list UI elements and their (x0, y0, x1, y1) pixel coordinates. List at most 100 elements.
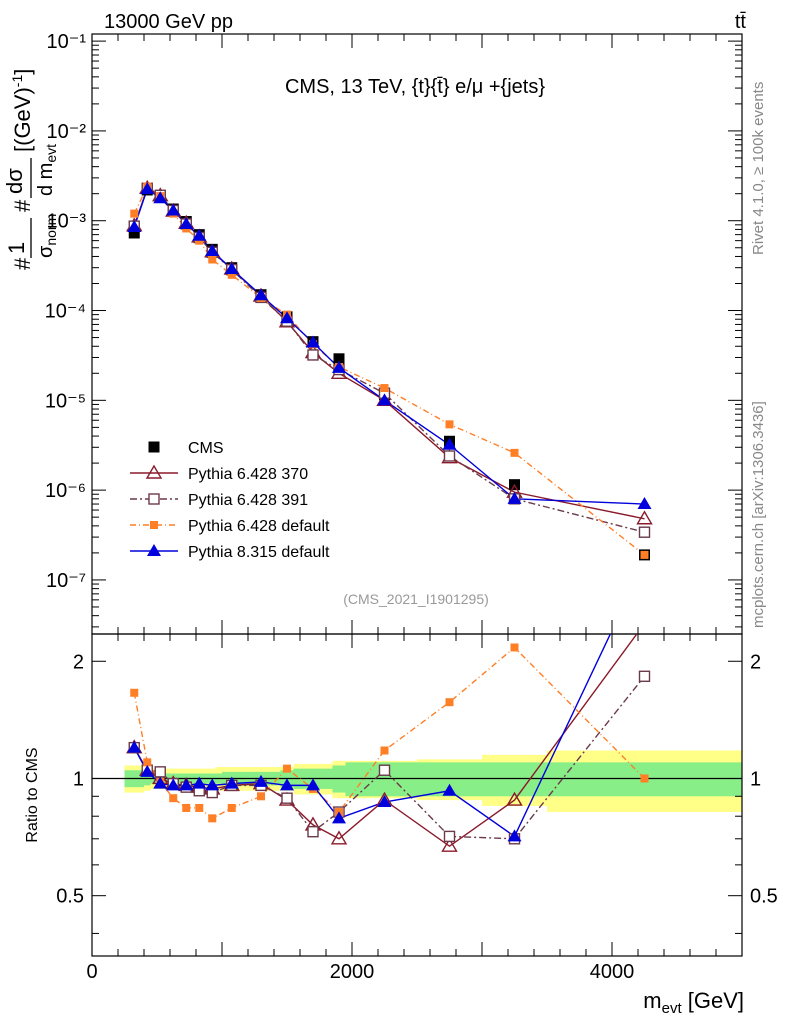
data-point-py6_391 (638, 526, 651, 538)
ratio-point-py6_391 (281, 792, 293, 804)
data-point-py8 (442, 437, 457, 450)
data-point-py8 (140, 182, 155, 195)
x-tick-label: 2000 (330, 961, 375, 983)
ratio-point-py6_default (143, 758, 152, 767)
ratio-y-tick-label: 1 (73, 768, 84, 790)
x-tick-label: 4000 (590, 961, 635, 983)
svg-text:dσ: dσ (2, 168, 27, 194)
data-point-cms (128, 227, 140, 239)
ratio-point-py6_default (227, 803, 236, 812)
data-point-py6_default (208, 255, 217, 264)
ratio-point-py6_default (195, 803, 204, 812)
data-point-py8 (166, 203, 181, 216)
ratio-point-py8 (442, 783, 457, 796)
main-y-tick-label: 10⁻⁵ (45, 390, 86, 412)
main-y-axis-title: # 1 σnorm # dσ d mevt [(GeV)-1] (2, 69, 59, 270)
svg-text:#: # (10, 257, 35, 270)
x-tick-label: 0 (86, 961, 97, 983)
ratio-point-py6_391 (378, 764, 391, 776)
ratio-y-tick-label: 2 (73, 651, 84, 673)
data-point-py8 (205, 244, 220, 257)
ratio-point-py6_391 (443, 830, 456, 843)
data-point-py6_default (510, 448, 519, 457)
ratio-point-py6_default (445, 698, 454, 707)
ratio-point-py6_391 (307, 825, 319, 838)
data-point-py8 (127, 220, 142, 233)
main-y-tick-label: 10⁻⁷ (46, 570, 86, 592)
ratio-point-py6_default (380, 746, 389, 755)
data-point-py8 (637, 497, 652, 510)
header-left-label: 13000 GeV pp (104, 11, 233, 33)
legend-marker-py8 (147, 544, 161, 556)
ratio-line-py6_391 (133, 675, 646, 840)
ratio-point-py8 (153, 776, 168, 789)
mcplots-label: mcplots.cern.ch [arXiv:1306.3436] (750, 401, 767, 628)
data-point-cms (333, 353, 345, 365)
ratio-line-py8 (133, 634, 612, 838)
data-point-py6_default (445, 420, 454, 429)
ratio-point-py6_391 (154, 766, 166, 778)
legend-marker-py6_370 (145, 464, 163, 479)
data-point-py6_370 (636, 510, 653, 525)
data-point-py6_default (130, 209, 139, 218)
legend-label: Pythia 6.428 391 (188, 492, 308, 509)
analysis-id: (CMS_2021_I1901295) (343, 591, 489, 607)
legend-marker-cms (148, 441, 160, 453)
ratio-y-axis-title: Ratio to CMS (24, 747, 41, 842)
svg-text:d mevt: d mevt (35, 144, 59, 196)
legend-marker-py6_default (150, 521, 158, 529)
ratio-point-py6_default (182, 803, 191, 812)
ratio-point-py6_default (208, 814, 217, 823)
data-point-py8 (332, 360, 346, 373)
data-point-py8 (179, 216, 194, 229)
data-point-py6_391 (307, 349, 319, 361)
ratio-point-py8 (332, 811, 346, 824)
ratio-point-py6_default (510, 643, 519, 652)
legend-label: Pythia 8.315 default (188, 544, 330, 561)
data-point-py6_default (640, 550, 649, 559)
ratio-point-py6_370 (506, 791, 523, 806)
data-point-py8 (224, 261, 239, 274)
ratio-y-tick-label-right: 0.5 (750, 886, 778, 908)
legend-label: CMS (188, 440, 224, 457)
ratio-point-py6_370 (330, 830, 348, 845)
legend-label: Pythia 6.428 370 (188, 466, 308, 483)
ratio-point-py8 (306, 778, 320, 791)
data-point-py8 (254, 288, 268, 301)
ratio-point-py6_default (169, 794, 178, 803)
ratio-point-py8 (224, 776, 239, 789)
main-y-tick-label: 10⁻³ (47, 211, 87, 233)
ratio-point-py6_default (640, 774, 649, 783)
data-point-py8 (507, 491, 522, 504)
ratio-point-py8 (280, 778, 294, 791)
ratio-band-stat (482, 762, 547, 797)
legend-marker-py6_391 (148, 493, 160, 505)
ratio-point-py8 (192, 776, 207, 789)
ratio-point-py6_default (257, 792, 265, 801)
ratio-point-py6_370 (638, 617, 652, 629)
ratio-point-py8 (254, 774, 268, 787)
ratio-point-py8 (507, 829, 522, 842)
data-point-py6_default (227, 270, 236, 279)
svg-text:#: # (10, 199, 35, 212)
data-point-py8 (306, 335, 320, 348)
header-right-label: tt̄ (735, 11, 747, 33)
data-point-py6_default (380, 384, 389, 393)
ratio-point-py6_370 (441, 837, 458, 852)
svg-text:1: 1 (4, 242, 29, 254)
data-point-py8 (153, 191, 168, 204)
ratio-point-py6_default (130, 688, 139, 697)
chart-title: CMS, 13 TeV, {t}{t̄} e/μ +{jets} (285, 76, 545, 98)
main-y-tick-label: 10⁻⁴ (45, 301, 86, 323)
ratio-frame (91, 633, 743, 957)
data-point-py8 (280, 311, 294, 324)
ratio-y-tick-label-right: 1 (750, 768, 761, 790)
ratio-point-py8 (179, 778, 194, 791)
ratio-point-py8 (140, 764, 155, 777)
svg-text:[(GeV)-1]: [(GeV)-1] (9, 69, 35, 152)
ratio-point-py8 (166, 778, 181, 791)
ratio-point-py8 (127, 740, 142, 753)
rivet-version-label: Rivet 4.1.0, ≥ 100k events (750, 82, 767, 255)
ratio-point-py6_default (283, 764, 291, 773)
